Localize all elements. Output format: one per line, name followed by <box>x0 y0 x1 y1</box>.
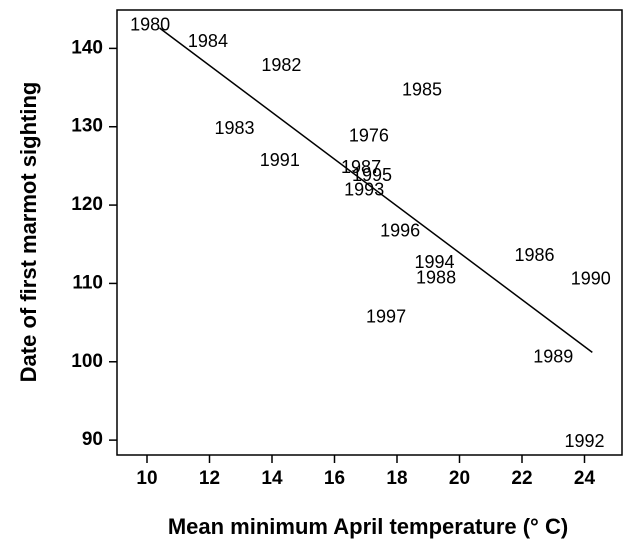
y-tick-label: 140 <box>71 37 103 58</box>
x-axis-label: Mean minimum April temperature (° C) <box>168 514 568 539</box>
y-tick-label: 100 <box>71 351 103 372</box>
point-label: 1995 <box>352 165 392 185</box>
x-tick-label: 14 <box>261 468 283 489</box>
point-label: 1990 <box>571 268 611 288</box>
x-tick-label: 18 <box>386 468 407 489</box>
y-tick-label: 130 <box>71 116 103 137</box>
y-tick-label: 120 <box>71 194 103 215</box>
point-label: 1993 <box>344 180 384 200</box>
point-label: 1987 <box>341 157 381 177</box>
point-label: 1986 <box>514 245 554 265</box>
point-label: 1991 <box>260 150 300 170</box>
point-label: 1992 <box>564 431 604 451</box>
trend-line <box>159 27 593 353</box>
point-label: 1997 <box>366 307 406 327</box>
x-tick-label: 16 <box>324 468 345 489</box>
y-axis-label: Date of first marmot sighting <box>16 82 41 383</box>
x-tick-label: 24 <box>574 468 596 489</box>
point-label: 1989 <box>533 347 573 367</box>
point-label: 1994 <box>414 252 454 272</box>
y-tick-label: 90 <box>82 429 103 450</box>
point-label: 1985 <box>402 79 442 99</box>
plot-frame <box>116 9 623 456</box>
point-label: 1976 <box>349 126 389 146</box>
point-label: 1980 <box>130 14 170 34</box>
point-label: 1988 <box>416 267 456 287</box>
point-label: 1982 <box>261 55 301 75</box>
x-tick-label: 10 <box>136 468 157 489</box>
x-tick-label: 20 <box>449 468 470 489</box>
point-label: 1983 <box>214 118 254 138</box>
point-label: 1984 <box>188 31 228 51</box>
x-tick-label: 12 <box>199 468 220 489</box>
point-label: 1996 <box>380 220 420 240</box>
y-tick-label: 110 <box>72 272 103 293</box>
x-tick-label: 22 <box>511 468 532 489</box>
